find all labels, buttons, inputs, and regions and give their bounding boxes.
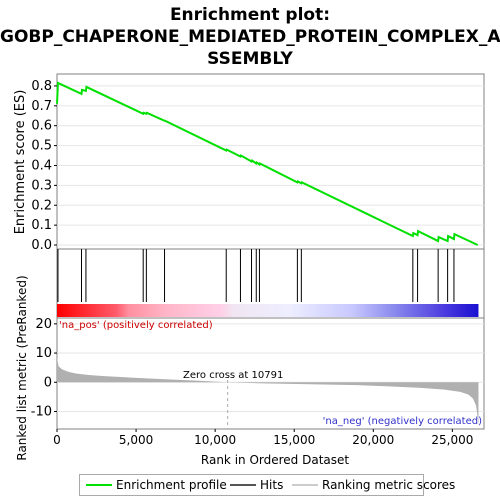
es-y-tick-label: 0.1 — [31, 218, 52, 233]
metric-y-axis: -10 0 10 20 — [31, 317, 57, 419]
es-y-axis-label: Enrichment score (ES) — [13, 90, 28, 235]
legend-swatch-ranking — [292, 484, 318, 486]
legend-item-hits: Hits — [230, 478, 283, 492]
es-plot-frame — [56, 73, 485, 250]
es-y-tick-label: 0.2 — [31, 198, 52, 213]
neg-correlated-label: 'na_neg' (negatively correlated) — [323, 416, 482, 427]
es-y-tick-label: 0.8 — [31, 79, 52, 94]
legend-label-enrichment: Enrichment profile — [116, 478, 227, 492]
es-y-tick-label: 0.3 — [31, 178, 52, 193]
metric-x-axis-label: Rank in Ordered Dataset — [201, 453, 349, 467]
hit-markers — [57, 249, 455, 302]
legend-swatch-hits — [230, 484, 256, 486]
metric-plot-frame — [56, 317, 485, 430]
chart-title-line-2: GOBP_CHAPERONE_MEDIATED_PROTEIN_COMPLEX_… — [0, 27, 500, 47]
metric-y-tick-label: 10 — [35, 346, 52, 361]
metric-x-tick-label: 15,000 — [273, 433, 315, 447]
pos-correlated-label: 'na_pos' (positively correlated) — [59, 320, 213, 331]
metric-y-tick-label: -10 — [31, 404, 52, 419]
legend-item-enrichment: Enrichment profile — [86, 478, 227, 492]
metric-x-tick-label: 5,000 — [119, 433, 153, 447]
es-gridlines — [57, 85, 484, 246]
legend-item-ranking: Ranking metric scores — [292, 478, 455, 492]
rank-color-bar — [57, 304, 479, 317]
metric-x-axis: 0 5,000 10,000 15,000 20,000 25,000 — [53, 429, 473, 447]
metric-y-tick-label: 0 — [44, 375, 52, 390]
legend-swatch-enrichment — [86, 484, 112, 486]
es-y-tick-label: 0.0 — [31, 238, 52, 253]
es-y-tick-label: 0.5 — [31, 139, 52, 154]
es-y-tick-label: 0.7 — [31, 99, 52, 114]
es-y-tick-label: 0.4 — [31, 158, 52, 173]
metric-x-tick-label: 25,000 — [431, 433, 473, 447]
enrichment-chart: 0.0 0.1 0.2 0.3 0.4 0.5 0.6 0.7 0.8 Enrichment s… — [13, 73, 485, 467]
chart-title-line-1: Enrichment plot: — [169, 5, 331, 25]
metric-x-tick-label: 20,000 — [352, 433, 394, 447]
legend: Enrichment profile Hits Ranking metric s… — [79, 474, 455, 496]
enrichment-profile-line — [56, 81, 479, 246]
metric-x-tick-label: 0 — [53, 433, 61, 447]
legend-label-ranking: Ranking metric scores — [322, 478, 456, 492]
metric-y-tick-label: 20 — [35, 317, 52, 332]
es-y-axis: 0.0 0.1 0.2 0.3 0.4 0.5 0.6 0.7 0.8 — [31, 79, 57, 253]
chart-title-line-3: SSEMBLY — [207, 49, 293, 69]
es-y-tick-label: 0.6 — [31, 119, 52, 134]
zero-cross-label: Zero cross at 10791 — [183, 370, 283, 381]
metric-y-axis-label: Ranked list metric (PreRanked) — [15, 275, 29, 460]
legend-label-hits: Hits — [260, 478, 284, 492]
metric-x-tick-label: 10,000 — [194, 433, 236, 447]
